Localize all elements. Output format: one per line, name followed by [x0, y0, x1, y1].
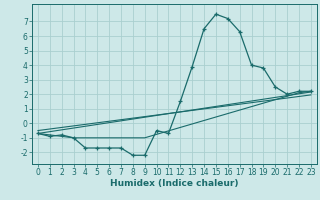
- X-axis label: Humidex (Indice chaleur): Humidex (Indice chaleur): [110, 179, 239, 188]
